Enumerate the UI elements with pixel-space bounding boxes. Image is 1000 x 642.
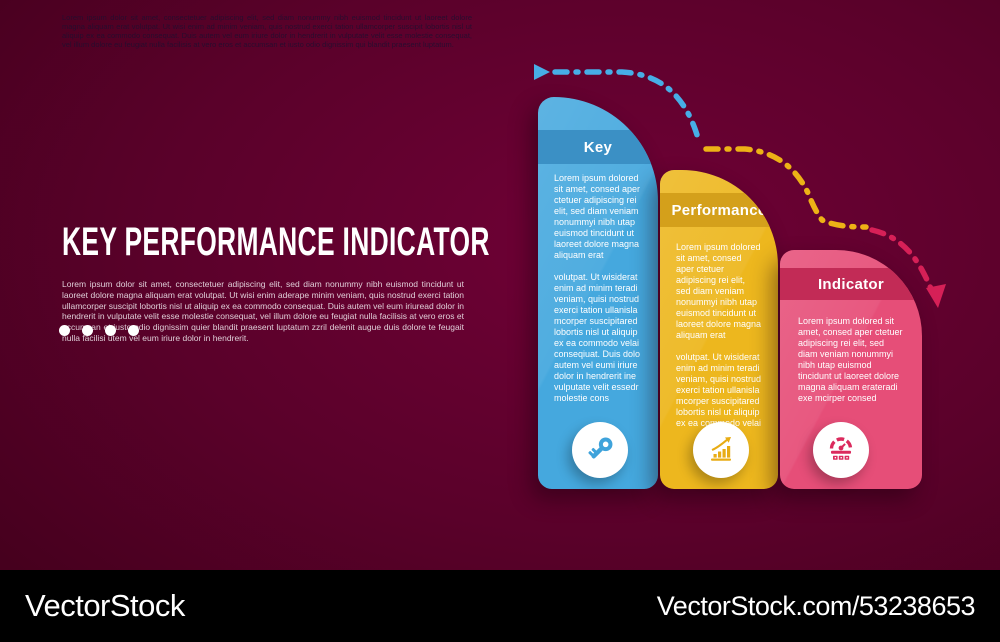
card-key-label: Key [583,138,613,156]
card-indicator-body: Lorem ipsum dolored sit amet, consed ape… [780,316,922,415]
card-performance-paragraph-1: Lorem ipsum dolored sit amet, consed ape… [676,242,762,340]
page-title: KEY PERFORMANCE INDICATOR [62,220,490,264]
watermark-credit: VectorStock.com/53238653 [656,590,976,621]
watermark-bar: VectorStock VectorStock.com/53238653 [0,570,1000,642]
vectorstock-logo: VectorStock [25,588,185,623]
pagination-dot [82,325,93,336]
card-key-header: Key [538,130,658,164]
card-indicator-header: Indicator [780,268,922,300]
gauge-icon-circle [813,422,869,478]
flow-arrow-start-icon [534,64,550,80]
card-key-paragraph-1: Lorem ipsum dolored sit amet, consed ape… [554,173,641,260]
card-indicator-label: Indicator [817,275,885,293]
top-fine-print: Lorem ipsum dolor sit amet, consectetuer… [62,13,472,49]
pagination-dot [105,325,116,336]
card-performance-body: Lorem ipsum dolored sit amet, consed ape… [660,242,778,440]
key-icon-circle [572,422,628,478]
card-performance-header: Performance [660,193,778,227]
hero-description: Lorem ipsum dolor sit amet, consectetuer… [62,279,464,343]
chart-icon-circle [693,422,749,478]
card-performance-paragraph-2: volutpat. Ut wisiderat enim ad minim ter… [676,352,762,428]
card-indicator-paragraph-1: Lorem ipsum dolored sit amet, consed ape… [798,316,903,403]
card-performance-label: Performance [671,201,767,219]
key-icon [588,437,613,459]
pagination-dot [59,325,70,336]
bar-chart-icon [711,437,731,461]
card-key-paragraph-2: volutpat. Ut wisiderat enim ad minim ter… [554,272,641,403]
flow-arrow-head-icon [926,284,946,308]
dot-row [59,325,139,336]
pagination-dot [128,325,139,336]
speedometer-icon [829,437,853,460]
card-key-body: Lorem ipsum dolored sit amet, consed ape… [538,173,658,415]
